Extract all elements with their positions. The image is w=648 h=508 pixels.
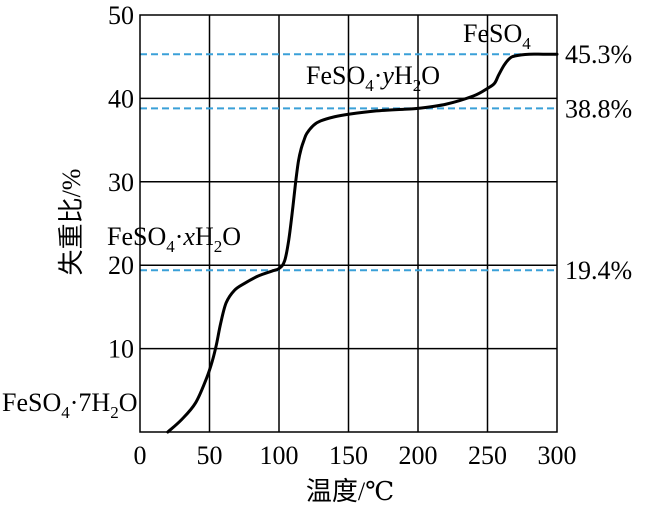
reference-lines bbox=[140, 53, 557, 272]
label-feso4-yh2o: FeSO4·yH2O bbox=[306, 61, 440, 95]
label-feso4: FeSO4 bbox=[463, 19, 531, 53]
reference-labels: 45.3% 38.8% 19.4% bbox=[565, 40, 632, 285]
x-tick-labels: 0 50 100 150 200 250 300 bbox=[134, 441, 577, 470]
y-tick-label: 30 bbox=[108, 168, 134, 197]
label-feso4-7h2o: FeSO4·7H2O bbox=[2, 388, 137, 422]
y-tick-label: 50 bbox=[108, 1, 134, 30]
plot-frame bbox=[139, 14, 558, 433]
x-tick-label: 200 bbox=[399, 441, 438, 470]
reference-label: 45.3% bbox=[565, 40, 632, 69]
reference-label: 38.8% bbox=[565, 94, 632, 123]
mass-loss-curve bbox=[166, 52, 559, 434]
label-feso4-xh2o: FeSO4·xH2O bbox=[107, 222, 241, 256]
y-tick-label: 20 bbox=[108, 251, 134, 280]
x-tick-label: 300 bbox=[538, 441, 577, 470]
x-tick-label: 100 bbox=[260, 441, 299, 470]
x-tick-label: 150 bbox=[329, 441, 368, 470]
x-tick-label: 0 bbox=[134, 441, 147, 470]
y-tick-labels: 10 20 30 40 50 bbox=[108, 1, 134, 364]
x-tick-label: 50 bbox=[197, 441, 223, 470]
grid bbox=[140, 15, 557, 432]
y-tick-label: 10 bbox=[108, 335, 134, 364]
y-axis-label: 失重比/% bbox=[57, 169, 86, 276]
x-axis-label: 温度/℃ bbox=[306, 477, 394, 506]
reference-label: 19.4% bbox=[565, 256, 632, 285]
y-tick-label: 40 bbox=[108, 84, 134, 113]
x-tick-label: 250 bbox=[468, 441, 507, 470]
